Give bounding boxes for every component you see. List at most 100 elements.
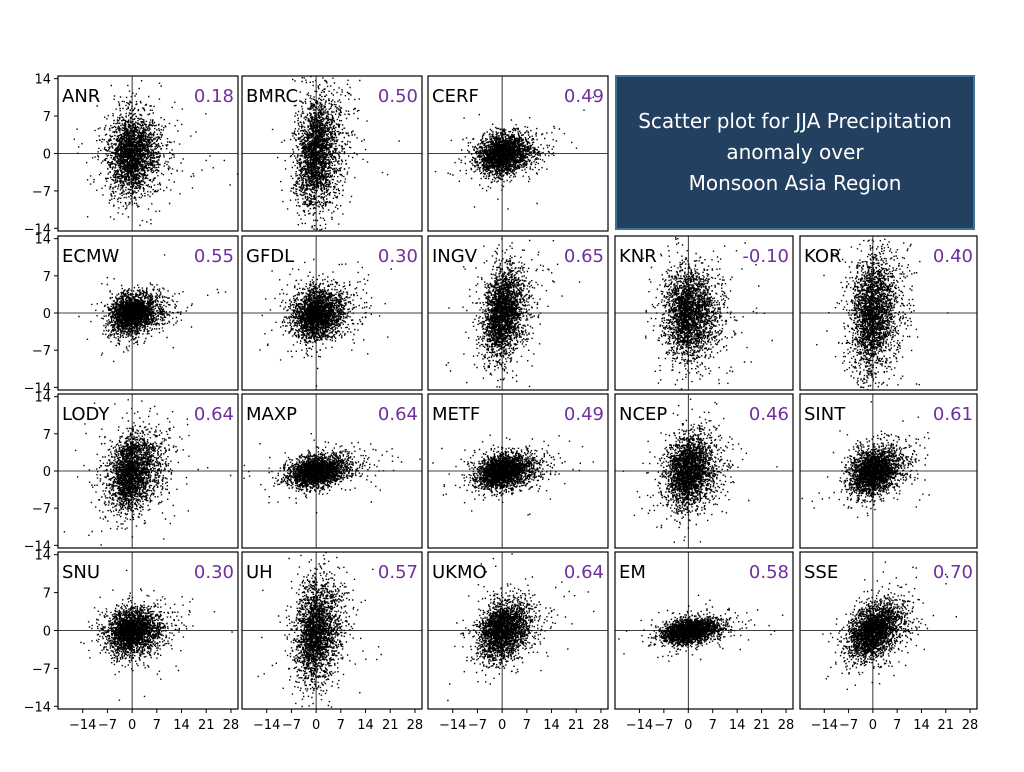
y-tick-label: 14 <box>34 233 51 248</box>
chart-title: Scatter plot for JJA Precipitation anoma… <box>638 106 952 199</box>
title-line-1: Scatter plot for JJA Precipitation <box>638 109 952 133</box>
panel-correlation-value: 0.30 <box>378 246 418 267</box>
y-tick-label: 0 <box>43 307 51 322</box>
panel-model-label: ECMW <box>62 246 119 267</box>
panel-correlation-value: 0.64 <box>378 404 418 425</box>
y-tick-label: −14 <box>24 381 51 396</box>
x-tick-label: 21 <box>568 718 585 733</box>
scatter-point-cloud <box>618 594 784 662</box>
x-tick-label: −14 <box>626 718 653 733</box>
scatter-panel-kor: KOR 0.40 <box>799 235 978 391</box>
y-tick-label: 14 <box>34 391 51 406</box>
panel-correlation-value: 0.64 <box>194 404 234 425</box>
scatter-points <box>822 561 957 690</box>
x-tick-label: 7 <box>153 718 161 733</box>
x-tick-label: 28 <box>778 718 795 733</box>
y-tick-label: 7 <box>43 110 51 125</box>
x-tick-label: 14 <box>543 718 560 733</box>
scatter-points <box>618 594 784 662</box>
x-tick-label: −7 <box>654 718 673 733</box>
panel-model-label: NCEP <box>619 404 667 425</box>
panel-model-label: METF <box>432 404 480 425</box>
y-tick-label: 14 <box>34 549 51 564</box>
panel-correlation-value: 0.61 <box>933 404 973 425</box>
panel-correlation-value: 0.50 <box>378 86 418 107</box>
panel-model-label: UH <box>246 562 273 583</box>
x-tick-label: 7 <box>709 718 717 733</box>
scatter-points <box>63 399 232 546</box>
panel-model-label: BMRC <box>246 86 298 107</box>
x-tick-label: 7 <box>337 718 345 733</box>
panel-model-label: ANR <box>62 86 100 107</box>
panel-model-label: LODY <box>62 404 110 425</box>
scatter-points <box>432 434 594 516</box>
panel-correlation-value: 0.57 <box>378 562 418 583</box>
panel-correlation-value: 0.55 <box>194 246 234 267</box>
scatter-point-cloud <box>80 569 233 701</box>
scatter-point-cloud <box>801 401 930 518</box>
scatter-point-cloud <box>259 258 392 387</box>
scatter-point-cloud <box>63 399 232 546</box>
scatter-points <box>80 569 233 701</box>
panel-correlation-value: -0.10 <box>742 246 789 267</box>
panel-model-label: INGV <box>432 246 478 267</box>
scatter-point-cloud <box>822 561 957 690</box>
scatter-panel-ncep: NCEP 0.46 <box>614 393 794 549</box>
panel-model-label: SINT <box>804 404 846 425</box>
title-box: Scatter plot for JJA Precipitation anoma… <box>615 75 975 230</box>
panel-model-label: SNU <box>62 562 100 583</box>
panel-correlation-value: 0.40 <box>933 246 973 267</box>
panel-model-label: CERF <box>432 86 479 107</box>
scatter-points <box>801 401 930 518</box>
panel-correlation-value: 0.18 <box>194 86 234 107</box>
y-tick-label: −7 <box>32 502 51 517</box>
x-tick-label: −14 <box>69 718 96 733</box>
panel-model-label: SSE <box>804 562 838 583</box>
scatter-point-cloud <box>434 96 595 210</box>
scatter-panel-maxp: MAXP 0.64 <box>241 393 423 549</box>
panel-correlation-value: 0.49 <box>564 86 604 107</box>
panel-correlation-value: 0.58 <box>749 562 789 583</box>
scatter-point-cloud <box>432 434 594 516</box>
scatter-panel-metf: METF 0.49 <box>427 393 609 549</box>
x-tick-label: 7 <box>893 718 901 733</box>
scatter-panel-lody: LODY 0.64 14 7 0 −7 −14 <box>24 391 239 554</box>
scatter-panel-ukmo: UKMO 0.64 −14 −7 0 7 14 21 28 <box>427 551 609 733</box>
scatter-points <box>243 433 421 514</box>
panel-correlation-value: 0.65 <box>564 246 604 267</box>
scatter-panel-sint: SINT 0.61 <box>799 393 978 549</box>
scatter-points <box>73 80 238 226</box>
scatter-point-cloud <box>243 433 421 514</box>
y-tick-label: 0 <box>43 625 51 640</box>
x-tick-label: −7 <box>98 718 117 733</box>
scatter-panel-knr: KNR -0.10 <box>614 235 794 391</box>
y-tick-label: 7 <box>43 428 51 443</box>
scatter-point-cloud <box>445 236 581 388</box>
x-tick-label: −7 <box>468 718 487 733</box>
x-tick-label: 0 <box>869 718 877 733</box>
scatter-panel-ecmw: ECMW 0.55 14 7 0 −7 −14 <box>24 233 239 396</box>
x-tick-label: 28 <box>407 718 424 733</box>
x-tick-label: 14 <box>173 718 190 733</box>
y-tick-label: −14 <box>24 222 51 237</box>
scatter-point-cloud <box>447 553 595 702</box>
scatter-point-cloud <box>73 80 238 226</box>
x-tick-label: 14 <box>357 718 374 733</box>
panel-model-label: MAXP <box>246 404 297 425</box>
title-line-3: Monsoon Asia Region <box>688 171 902 195</box>
title-line-2: anomaly over <box>726 140 864 164</box>
scatter-panel-uh: UH 0.57 −14 −7 0 7 14 21 28 <box>241 551 424 733</box>
panel-model-label: KNR <box>619 246 657 267</box>
x-tick-label: −14 <box>811 718 838 733</box>
panel-model-label: KOR <box>804 246 842 267</box>
x-tick-label: 0 <box>498 718 506 733</box>
panel-model-label: UKMO <box>432 562 487 583</box>
scatter-points <box>447 553 595 702</box>
x-tick-label: 0 <box>312 718 320 733</box>
x-tick-label: −14 <box>253 718 280 733</box>
panel-correlation-value: 0.70 <box>933 562 973 583</box>
x-tick-label: −7 <box>839 718 858 733</box>
y-tick-label: 0 <box>43 148 51 163</box>
